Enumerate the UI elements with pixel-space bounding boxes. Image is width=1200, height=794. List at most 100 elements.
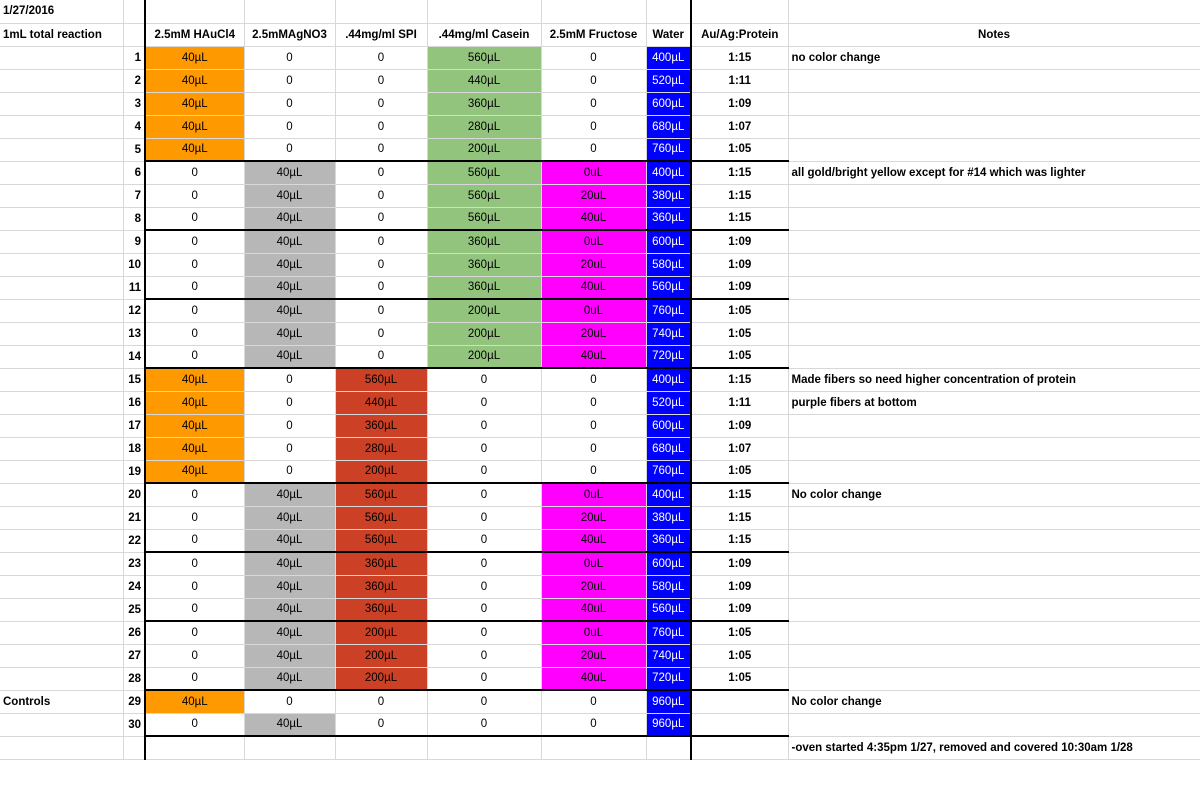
note-text[interactable]: no color change: [788, 46, 1200, 70]
casein-volume[interactable]: 560µL: [427, 184, 542, 208]
sample-number[interactable]: 1: [123, 46, 146, 70]
note-text[interactable]: [788, 322, 1200, 346]
row-group-label[interactable]: [0, 598, 124, 622]
silver-volume[interactable]: 40µL: [244, 644, 336, 668]
note-text[interactable]: [788, 506, 1200, 530]
spi-volume[interactable]: 440µL: [335, 391, 428, 415]
row-group-label[interactable]: [0, 46, 124, 70]
note-text[interactable]: No color change: [788, 690, 1200, 714]
spi-volume[interactable]: 200µL: [335, 620, 428, 645]
gold-volume[interactable]: 40µL: [144, 367, 245, 392]
note-text[interactable]: purple fibers at bottom: [788, 391, 1200, 415]
fructose-volume[interactable]: 20uL: [541, 253, 647, 277]
sample-number[interactable]: 4: [123, 115, 146, 139]
casein-volume[interactable]: 360µL: [427, 92, 542, 116]
spi-volume[interactable]: 0: [335, 345, 428, 369]
ratio-value[interactable]: 1:15: [691, 207, 789, 231]
water-volume[interactable]: 560µL: [646, 598, 692, 622]
ratio-value[interactable]: 1:09: [691, 92, 789, 116]
footer-silver-cell[interactable]: [244, 735, 336, 760]
fructose-volume[interactable]: 0: [541, 46, 647, 70]
water-volume[interactable]: 680µL: [646, 437, 692, 461]
date-cell[interactable]: 1/27/2016: [0, 0, 124, 24]
gold-volume[interactable]: 0: [144, 575, 245, 599]
water-volume[interactable]: 960µL: [646, 689, 692, 714]
ratio-value[interactable]: 1:09: [691, 575, 789, 599]
ratio-value[interactable]: 1:05: [691, 138, 789, 162]
water-volume[interactable]: 380µL: [646, 506, 692, 530]
silver-volume[interactable]: 40µL: [244, 506, 336, 530]
silver-volume[interactable]: 40µL: [244, 184, 336, 208]
casein-volume[interactable]: 200µL: [427, 298, 542, 323]
water-volume[interactable]: 380µL: [646, 184, 692, 208]
sample-number[interactable]: 11: [123, 276, 146, 300]
fructose-volume[interactable]: 0: [541, 689, 647, 714]
casein-volume[interactable]: 0: [427, 529, 542, 553]
silver-volume[interactable]: 0: [244, 414, 336, 438]
row-group-label[interactable]: [0, 529, 124, 553]
sample-number[interactable]: 15: [123, 368, 146, 392]
water-volume[interactable]: 760µL: [646, 620, 692, 645]
sample-number[interactable]: 14: [123, 345, 146, 369]
silver-volume[interactable]: 0: [244, 437, 336, 461]
row-group-label[interactable]: [0, 161, 124, 185]
silver-volume[interactable]: 0: [244, 46, 336, 70]
fructose-volume[interactable]: 40uL: [541, 345, 647, 369]
sample-number[interactable]: 28: [123, 667, 146, 691]
note-text[interactable]: [788, 115, 1200, 139]
spi-volume[interactable]: 0: [335, 322, 428, 346]
water-volume[interactable]: 960µL: [646, 713, 692, 737]
row-group-label[interactable]: [0, 253, 124, 277]
note-text[interactable]: [788, 460, 1200, 484]
spi-volume[interactable]: 0: [335, 69, 428, 93]
water-volume[interactable]: 520µL: [646, 69, 692, 93]
column-header-spi[interactable]: .44mg/ml SPI: [335, 23, 428, 47]
spi-volume[interactable]: 0: [335, 229, 428, 254]
column-header-silver[interactable]: 2.5mMAgNO3: [244, 23, 336, 47]
column-header-gold[interactable]: 2.5mM HAuCl4: [144, 23, 245, 47]
row-group-label[interactable]: [0, 368, 124, 392]
ratio-value[interactable]: 1:07: [691, 437, 789, 461]
ratio-value[interactable]: 1:09: [691, 598, 789, 622]
row-group-label[interactable]: [0, 345, 124, 369]
water-volume[interactable]: 740µL: [646, 644, 692, 668]
sample-number[interactable]: 8: [123, 207, 146, 231]
row-group-label[interactable]: [0, 230, 124, 254]
water-volume[interactable]: 760µL: [646, 138, 692, 162]
spi-volume[interactable]: 0: [335, 253, 428, 277]
note-text[interactable]: [788, 529, 1200, 553]
sample-number[interactable]: 20: [123, 483, 146, 507]
silver-volume[interactable]: 0: [244, 367, 336, 392]
casein-volume[interactable]: 0: [427, 460, 542, 484]
casein-volume[interactable]: 0: [427, 391, 542, 415]
row-group-label[interactable]: [0, 713, 124, 737]
fructose-volume[interactable]: 0: [541, 713, 647, 737]
water-volume[interactable]: 400µL: [646, 160, 692, 185]
gold-volume[interactable]: 40µL: [144, 69, 245, 93]
note-text[interactable]: [788, 713, 1200, 737]
sample-number[interactable]: 22: [123, 529, 146, 553]
ratio-value[interactable]: 1:15: [691, 482, 789, 507]
row-group-label[interactable]: [0, 138, 124, 162]
footer-gold-cell[interactable]: [144, 735, 245, 760]
ratio-value[interactable]: 1:05: [691, 345, 789, 369]
water-volume[interactable]: 680µL: [646, 115, 692, 139]
ratio-value[interactable]: 1:11: [691, 391, 789, 415]
fructose-volume[interactable]: 0uL: [541, 298, 647, 323]
spi-volume[interactable]: 0: [335, 713, 428, 737]
gold-volume[interactable]: 0: [144, 229, 245, 254]
sample-number[interactable]: 19: [123, 460, 146, 484]
sample-number[interactable]: 30: [123, 713, 146, 737]
row-group-label[interactable]: [0, 207, 124, 231]
gold-volume[interactable]: 40µL: [144, 391, 245, 415]
ratio-value[interactable]: 1:05: [691, 322, 789, 346]
row-group-label[interactable]: Controls: [0, 690, 124, 714]
row-group-label[interactable]: [0, 322, 124, 346]
gold-volume[interactable]: 0: [144, 713, 245, 737]
gold-volume[interactable]: 40µL: [144, 115, 245, 139]
ratio-value[interactable]: [691, 713, 789, 737]
ratio-value[interactable]: 1:09: [691, 229, 789, 254]
fructose-volume[interactable]: 20uL: [541, 184, 647, 208]
fructose-volume[interactable]: 0: [541, 437, 647, 461]
casein-volume[interactable]: 0: [427, 667, 542, 691]
